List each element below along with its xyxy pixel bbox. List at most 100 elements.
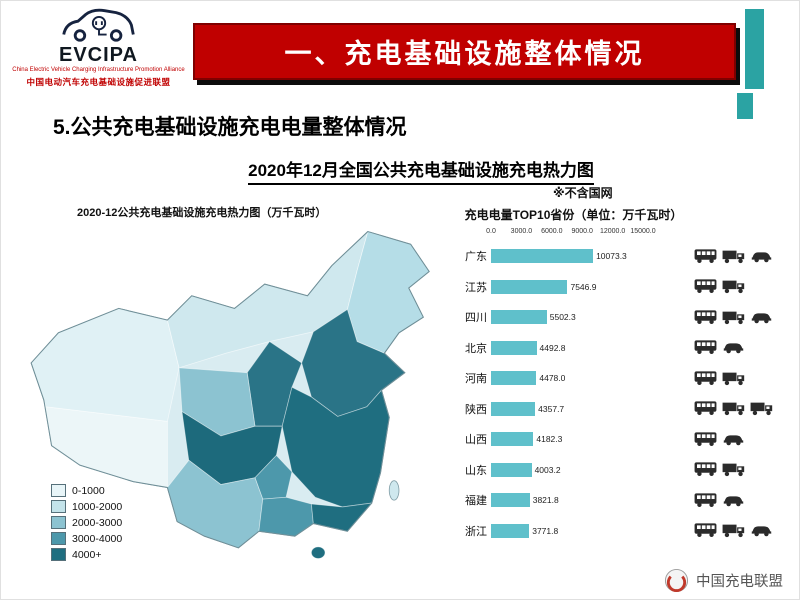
vehicle-icon-row xyxy=(693,454,797,485)
bar-row: 陕西 4357.7 xyxy=(451,394,696,425)
bar xyxy=(491,279,568,294)
bar-category-label: 北京 xyxy=(465,342,487,355)
logo-subtitle-en: China Electric Vehicle Charging Infrastr… xyxy=(12,67,185,73)
x-axis-tick: 12000.0 xyxy=(599,228,626,235)
section-subtitle: 5.公共充电基础设施充电电量整体情况 xyxy=(53,116,407,139)
bar-category-label: 江苏 xyxy=(465,281,487,294)
chart-title: 充电电量TOP10省份（单位：万千瓦时） xyxy=(464,208,683,222)
legend-item: 4000+ xyxy=(51,548,122,561)
evcipa-logo: EVCIPA China Electric Vehicle Charging I… xyxy=(11,5,186,88)
bar-track: 3771.8 xyxy=(491,523,696,538)
bar-value-label: 3771.8 xyxy=(532,525,559,536)
truck-icon xyxy=(721,277,746,294)
bus-icon xyxy=(693,521,718,538)
bar-track: 4003.2 xyxy=(491,462,696,477)
legend-swatch xyxy=(51,500,66,513)
bar-row: 福建 3821.8 xyxy=(451,485,696,516)
bar-row: 江苏 7546.9 xyxy=(451,272,696,303)
bar-value-label: 4357.7 xyxy=(538,403,565,414)
watermark-text: 中国充电联盟 xyxy=(696,574,783,590)
exclusion-note: ※不含国网 xyxy=(553,186,613,200)
bar xyxy=(491,432,534,447)
bar-track: 10073.3 xyxy=(491,249,696,264)
bar-row: 河南 4478.0 xyxy=(451,363,696,394)
section-banner-title: 一、充电基础设施整体情况 xyxy=(284,39,645,69)
vehicle-icon-row xyxy=(693,515,797,546)
section-banner: 一、充电基础设施整体情况 xyxy=(193,23,736,80)
watermark: 中国充电联盟 xyxy=(664,568,783,593)
legend-item: 0-1000 xyxy=(51,484,122,497)
bar-category-label: 浙江 xyxy=(465,525,487,538)
vehicle-icon-row xyxy=(693,393,797,424)
bar-row: 山东 4003.2 xyxy=(451,455,696,486)
brand-text: EVCIPA xyxy=(59,44,138,66)
bar-track: 4357.7 xyxy=(491,401,696,416)
bar-value-label: 4492.8 xyxy=(539,342,566,353)
bus-icon xyxy=(693,430,718,447)
vehicle-icon-row xyxy=(693,362,797,393)
legend-label: 4000+ xyxy=(72,548,102,561)
bus-icon xyxy=(693,277,718,294)
legend-swatch xyxy=(51,532,66,545)
car-icon xyxy=(749,308,774,325)
bar xyxy=(491,493,530,508)
alliance-logo-icon xyxy=(664,568,689,593)
bar-value-label: 4003.2 xyxy=(534,464,561,475)
bar xyxy=(491,371,537,386)
vehicle-icon-row xyxy=(693,271,797,302)
bar-value-label: 4182.3 xyxy=(536,434,563,445)
bar-value-label: 4478.0 xyxy=(539,373,566,384)
bus-icon xyxy=(693,338,718,355)
legend-label: 1000-2000 xyxy=(72,500,123,513)
bus-icon xyxy=(693,247,718,264)
ev-car-logo-icon xyxy=(61,8,135,42)
bar-category-label: 河南 xyxy=(465,373,487,386)
truck-icon xyxy=(749,399,774,416)
bar-category-label: 山西 xyxy=(465,434,487,447)
china-choropleth-map xyxy=(30,230,430,559)
vehicle-icon-row xyxy=(693,240,797,271)
bar xyxy=(491,340,537,355)
accent-bar-bottom xyxy=(737,93,753,119)
bar-row: 四川 5502.3 xyxy=(451,302,696,333)
legend-label: 0-1000 xyxy=(72,484,105,497)
car-icon xyxy=(721,430,746,447)
bus-icon xyxy=(693,399,718,416)
legend-label: 3000-4000 xyxy=(72,532,123,545)
map-title: 2020-12公共充电基础设施充电热力图（万千瓦时） xyxy=(77,207,327,219)
car-icon xyxy=(721,491,746,508)
car-icon xyxy=(749,521,774,538)
bar-category-label: 广东 xyxy=(465,251,487,264)
page-title: 2020年12月全国公共充电基础设施充电热力图 xyxy=(248,156,594,185)
bar-track: 7546.9 xyxy=(491,279,696,294)
truck-icon xyxy=(721,369,746,386)
bar-track: 3821.8 xyxy=(491,493,696,508)
vehicle-icon-row xyxy=(693,332,797,363)
bus-icon xyxy=(693,460,718,477)
bar-rows: 广东 10073.3 江苏 7546.9 四川 5502.3 北京 4492.8 河南 4478.… xyxy=(451,241,696,546)
x-axis-tick: 3000.0 xyxy=(510,228,533,235)
bus-icon xyxy=(693,491,718,508)
bar-value-label: 3821.8 xyxy=(532,495,559,506)
truck-icon xyxy=(721,521,746,538)
x-axis: 0.0 3000.0 6000.0 9000.0 12000.0 15000.0 xyxy=(486,228,656,239)
bar-track: 4492.8 xyxy=(491,340,696,355)
vehicle-grid xyxy=(693,240,797,545)
bar-category-label: 山东 xyxy=(465,464,487,477)
bar xyxy=(491,310,547,325)
bar-category-label: 陕西 xyxy=(465,403,487,416)
car-icon xyxy=(749,247,774,264)
bus-icon xyxy=(693,369,718,386)
x-axis-tick: 15000.0 xyxy=(630,228,656,235)
bar-track: 4478.0 xyxy=(491,371,696,386)
bar-track: 5502.3 xyxy=(491,310,696,325)
accent-bar-top xyxy=(745,9,764,89)
legend-swatch xyxy=(51,548,66,561)
bar-row: 北京 4492.8 xyxy=(451,333,696,364)
bar xyxy=(491,249,594,264)
vehicle-icon-row xyxy=(693,484,797,515)
bus-icon xyxy=(693,308,718,325)
bar-category-label: 四川 xyxy=(465,312,487,325)
page-title-wrap: 2020年12月全国公共充电基础设施充电热力图 xyxy=(151,156,691,185)
truck-icon xyxy=(721,399,746,416)
